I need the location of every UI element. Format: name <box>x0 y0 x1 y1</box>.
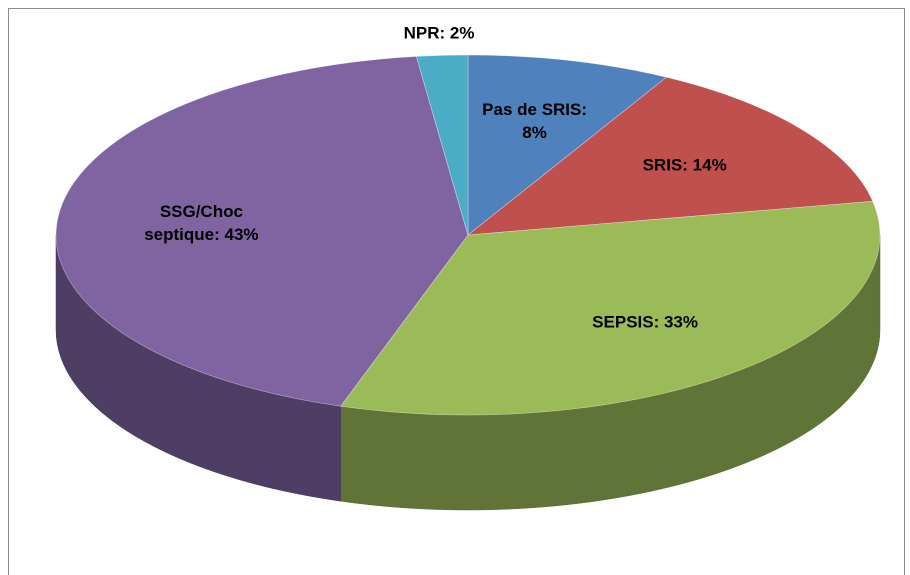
data-label: SSG/Choc septique: 43% <box>144 202 259 244</box>
data-label: NPR: 2% <box>403 23 475 43</box>
data-label: SEPSIS: 33% <box>592 312 699 332</box>
data-label: SRIS: 14% <box>642 155 727 175</box>
slice <box>467 54 668 236</box>
slice <box>415 54 469 236</box>
slice <box>467 76 874 236</box>
slice <box>55 56 469 407</box>
data-label: Pas de SRIS: 8% <box>482 99 588 142</box>
slice <box>340 200 881 416</box>
